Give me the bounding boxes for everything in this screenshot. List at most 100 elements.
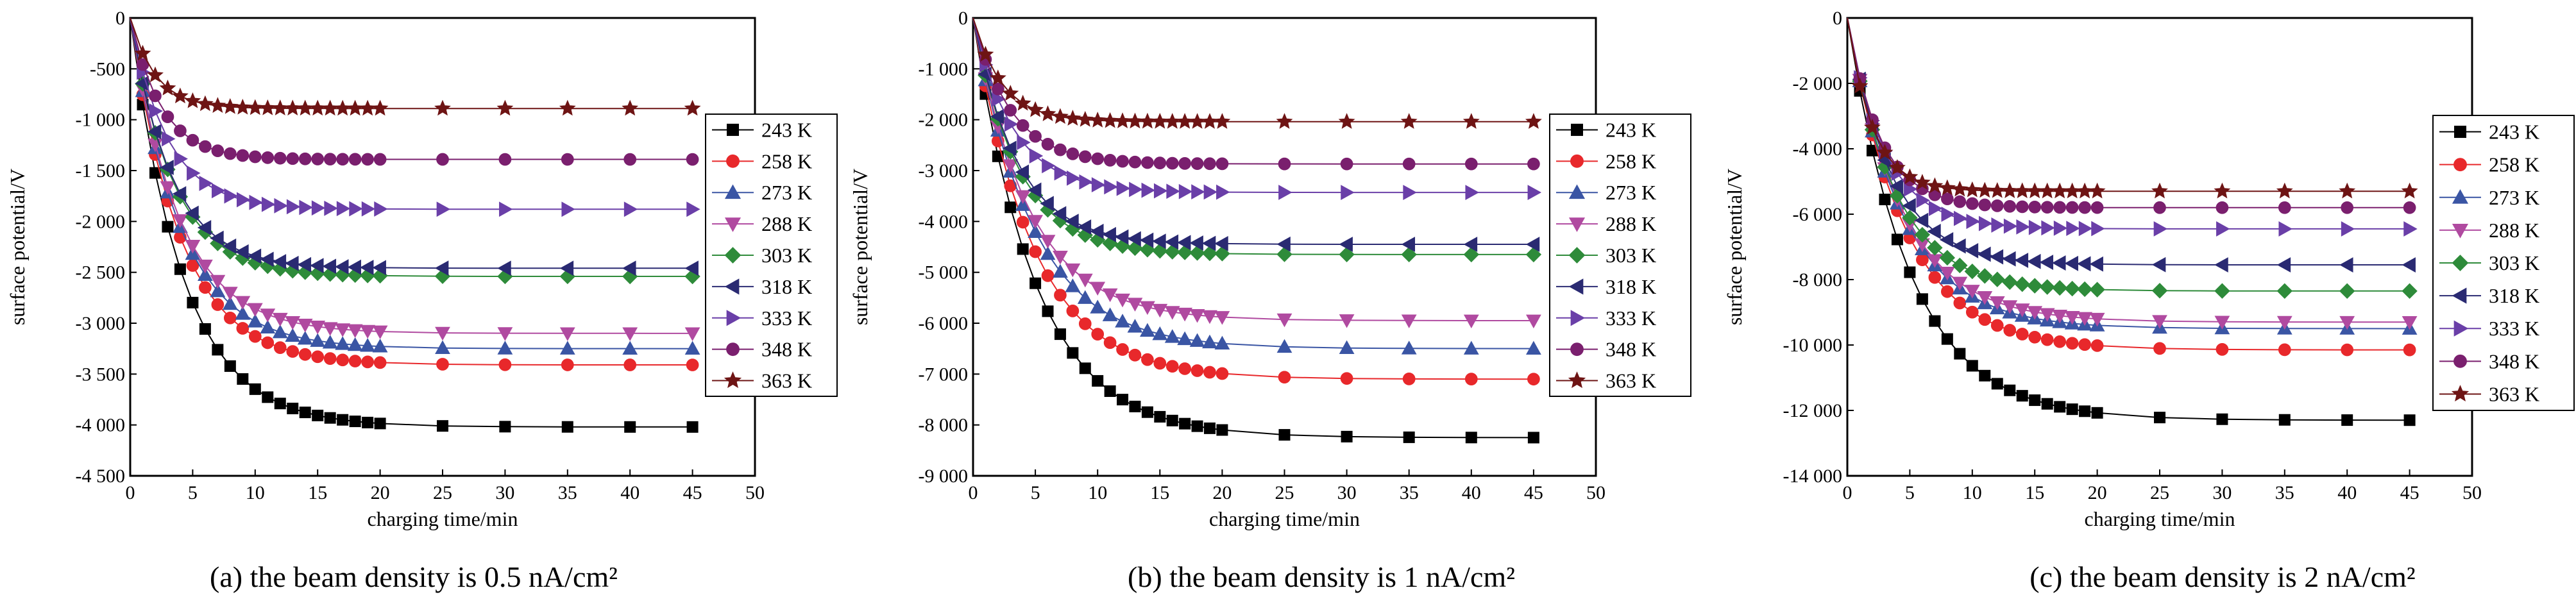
data-point xyxy=(1054,289,1067,302)
data-point xyxy=(272,254,287,269)
data-point xyxy=(1214,113,1231,129)
data-point xyxy=(1030,277,1042,289)
data-point xyxy=(372,325,388,340)
data-point xyxy=(160,181,176,196)
data-point xyxy=(1889,178,1904,194)
data-point xyxy=(1191,364,1204,377)
data-point xyxy=(1177,307,1193,322)
data-point xyxy=(1402,373,1416,385)
data-point xyxy=(286,199,301,215)
data-point xyxy=(222,238,237,254)
data-point xyxy=(1403,185,1417,201)
data-point xyxy=(1527,185,1541,201)
data-point xyxy=(1040,246,1056,260)
data-point xyxy=(2003,324,2017,337)
x-tick-label: 15 xyxy=(1150,482,1169,503)
data-point xyxy=(1977,291,1993,305)
data-point xyxy=(2278,201,2291,214)
data-point xyxy=(686,201,700,217)
data-point xyxy=(1904,266,1916,278)
data-point xyxy=(372,260,386,276)
data-point xyxy=(435,326,450,341)
data-point xyxy=(247,314,263,328)
data-point xyxy=(977,46,994,62)
data-point xyxy=(2002,300,2018,314)
data-point xyxy=(348,153,362,166)
data-point xyxy=(622,260,636,276)
data-point xyxy=(1276,236,1291,252)
data-point xyxy=(272,312,288,327)
data-point xyxy=(1940,285,1954,298)
y-tick-label: -1 500 xyxy=(76,160,126,181)
data-point xyxy=(2152,315,2167,329)
data-point xyxy=(1989,249,2004,265)
data-point xyxy=(1203,157,1216,171)
data-point xyxy=(160,160,174,175)
data-point xyxy=(1339,314,1355,328)
data-point xyxy=(2026,182,2044,199)
data-point xyxy=(2151,283,2168,299)
data-point xyxy=(221,97,239,114)
data-point xyxy=(374,201,388,217)
data-point xyxy=(212,183,226,199)
data-point xyxy=(1940,192,1954,206)
legend-marker xyxy=(1568,247,1586,264)
data-point xyxy=(2001,182,2019,198)
data-point xyxy=(1101,112,1119,128)
data-point xyxy=(1203,422,1216,434)
series-273k xyxy=(972,17,1541,355)
data-point xyxy=(162,221,174,233)
data-point xyxy=(1164,244,1180,260)
data-point xyxy=(1053,264,1068,278)
data-point xyxy=(1127,298,1143,312)
series-348k xyxy=(130,17,699,166)
data-point xyxy=(1276,339,1292,353)
data-point xyxy=(1340,157,1353,171)
data-point xyxy=(222,296,238,310)
data-point xyxy=(992,150,1004,162)
data-point xyxy=(1076,110,1094,127)
data-point xyxy=(1115,293,1130,308)
data-point xyxy=(199,323,211,335)
legend: 243 K 258 K 273 K 288 K 303 K 318 K 333 K 348 K… xyxy=(705,114,838,397)
x-tick-label: 20 xyxy=(371,482,390,503)
legend-marker xyxy=(1570,310,1586,326)
data-point xyxy=(1916,192,1930,208)
data-point xyxy=(310,258,324,274)
data-point xyxy=(236,192,251,208)
data-point xyxy=(1003,159,1019,173)
data-point xyxy=(1527,157,1540,171)
data-point xyxy=(497,260,511,276)
legend-marker xyxy=(724,247,741,264)
data-point xyxy=(1029,148,1044,164)
y-tick-label: -8 000 xyxy=(919,415,969,436)
x-tick-label: 25 xyxy=(433,482,452,503)
data-point xyxy=(1990,199,2004,212)
data-point xyxy=(1926,177,1944,194)
legend-label: 303 K xyxy=(761,244,812,267)
data-point xyxy=(1028,215,1043,229)
data-point xyxy=(1091,177,1106,193)
data-point xyxy=(1017,243,1029,255)
data-point xyxy=(1191,420,1203,432)
y-tick-label: -2 000 xyxy=(1793,73,1843,94)
x-tick-label: 5 xyxy=(1031,482,1040,503)
data-point xyxy=(1129,181,1143,198)
data-point xyxy=(1463,246,1479,263)
data-point xyxy=(299,407,311,419)
data-point xyxy=(1128,155,1142,169)
y-tick-label: 0 xyxy=(115,8,125,29)
data-point xyxy=(2064,255,2078,271)
data-point xyxy=(210,274,226,289)
data-point xyxy=(248,330,262,343)
data-point xyxy=(991,82,1004,96)
data-point xyxy=(561,153,574,166)
data-point xyxy=(1040,196,1054,212)
y-tick-label: -3 000 xyxy=(76,313,126,334)
data-point xyxy=(185,205,199,221)
data-point xyxy=(1965,305,1979,319)
data-point xyxy=(2027,253,2041,269)
legend-marker xyxy=(2453,320,2469,337)
data-point xyxy=(1164,306,1180,320)
series-line xyxy=(972,17,1534,439)
